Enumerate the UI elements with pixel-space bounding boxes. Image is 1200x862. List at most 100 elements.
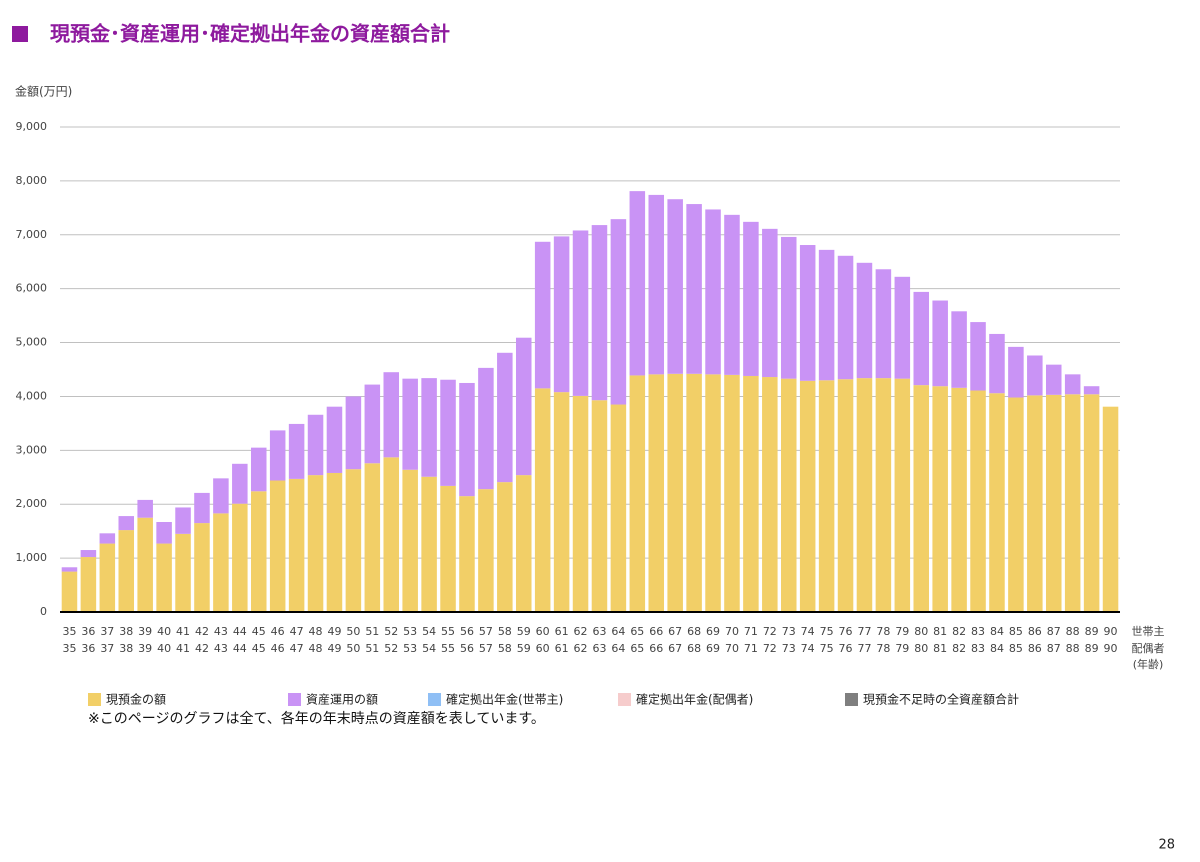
- bar-segment: [194, 492, 210, 524]
- bar-segment: [1008, 397, 1024, 612]
- x-tick-label: 62: [574, 642, 588, 655]
- bar-segment: [213, 513, 229, 612]
- bar-segment: [175, 533, 191, 612]
- x-tick-label: 35: [62, 642, 76, 655]
- x-tick-label: 69: [706, 642, 720, 655]
- x-tick-label: 66: [649, 625, 663, 638]
- bar-segment: [307, 475, 324, 612]
- bar-segment: [402, 469, 418, 612]
- x-tick-label: 45: [252, 642, 266, 655]
- bar-segment: [1064, 394, 1081, 612]
- x-tick-label: 74: [801, 642, 815, 655]
- x-tick-label: 59: [517, 625, 531, 638]
- x-tick-label: 49: [327, 642, 341, 655]
- bar-segment: [553, 236, 570, 393]
- bar-segment: [705, 374, 721, 612]
- bar-segment: [648, 194, 665, 375]
- legend-swatch: [845, 693, 858, 706]
- bar-segment: [553, 392, 570, 612]
- x-tick-label: 90: [1104, 625, 1118, 638]
- bar-segment: [534, 241, 551, 389]
- bar-segment: [402, 378, 418, 470]
- x-tick-label: 76: [839, 625, 853, 638]
- x-tick-label: 79: [895, 642, 909, 655]
- y-tick-label: 9,000: [16, 120, 48, 133]
- legend-swatch: [88, 693, 101, 706]
- x-tick-label: 84: [990, 642, 1004, 655]
- x-tick-label: 55: [441, 625, 455, 638]
- bar-segment: [837, 255, 854, 380]
- bar-segment: [667, 199, 683, 374]
- bar-segment: [894, 276, 911, 379]
- x-tick-label: 39: [138, 642, 152, 655]
- bar-segment: [269, 480, 286, 612]
- x-tick-label: 89: [1085, 642, 1099, 655]
- legend-label: 現預金不足時の全資産額合計: [863, 692, 1019, 707]
- bar-segment: [951, 311, 967, 388]
- y-tick-label: 0: [40, 605, 47, 618]
- bar-segment: [99, 533, 116, 544]
- x-tick-label: 44: [233, 625, 247, 638]
- x-tick-label: 52: [384, 642, 398, 655]
- bar-segment: [497, 482, 513, 612]
- x-tick-label: 49: [327, 625, 341, 638]
- bar-segment: [421, 378, 437, 477]
- bar-segment: [288, 478, 305, 612]
- x-tick-label: 47: [290, 642, 304, 655]
- bar-segment: [762, 228, 778, 378]
- x-tick-label: 41: [176, 642, 190, 655]
- bar-segment: [932, 300, 948, 387]
- bar-segment: [440, 379, 456, 486]
- bar-segment: [724, 374, 740, 612]
- bar-segment: [913, 385, 930, 612]
- x-tick-label: 78: [876, 642, 890, 655]
- x-tick-label: 48: [309, 625, 323, 638]
- bar-segment: [762, 377, 778, 612]
- x-tick-label: 48: [309, 642, 323, 655]
- x-tick-label: 73: [782, 642, 796, 655]
- x-tick-label: 88: [1066, 642, 1080, 655]
- x-tick-label: 90: [1104, 642, 1118, 655]
- x-tick-label: 75: [820, 625, 834, 638]
- bar-segment: [175, 507, 191, 534]
- x-tick-label: 65: [630, 625, 644, 638]
- bar-segment: [383, 372, 400, 458]
- bar-segment: [572, 395, 589, 612]
- legend-label: 現預金の額: [106, 692, 166, 707]
- x-row-label: 世帯主: [1132, 625, 1165, 638]
- bar-segment: [1083, 386, 1100, 395]
- x-unit: (年齢): [1133, 657, 1164, 671]
- x-tick-label: 43: [214, 642, 228, 655]
- x-tick-label: 78: [876, 625, 890, 638]
- x-tick-label: 59: [517, 642, 531, 655]
- x-tick-label: 67: [668, 625, 682, 638]
- x-tick-label: 63: [592, 642, 606, 655]
- bar-segment: [818, 249, 835, 381]
- bar-segment: [1102, 406, 1119, 612]
- legend-swatch: [428, 693, 441, 706]
- x-tick-label: 69: [706, 625, 720, 638]
- bar-segment: [364, 384, 381, 464]
- x-tick-label: 63: [592, 625, 606, 638]
- bar-segment: [1027, 395, 1043, 612]
- bar-segment: [99, 543, 116, 612]
- y-tick-label: 4,000: [16, 389, 48, 402]
- x-tick-label: 38: [119, 642, 133, 655]
- bar-segment: [875, 378, 892, 612]
- x-tick-label: 44: [233, 642, 247, 655]
- bar-segment: [780, 378, 797, 612]
- x-tick-label: 38: [119, 625, 133, 638]
- x-tick-label: 45: [252, 625, 266, 638]
- bar-segment: [610, 219, 627, 405]
- x-tick-label: 73: [782, 625, 796, 638]
- x-tick-label: 79: [895, 625, 909, 638]
- x-tick-label: 56: [460, 642, 474, 655]
- x-tick-label: 82: [952, 642, 966, 655]
- x-tick-label: 85: [1009, 642, 1023, 655]
- bar-segment: [137, 499, 153, 518]
- bar-segment: [1008, 346, 1024, 398]
- x-tick-label: 51: [365, 625, 379, 638]
- y-tick-label: 1,000: [16, 551, 48, 564]
- x-tick-label: 42: [195, 642, 209, 655]
